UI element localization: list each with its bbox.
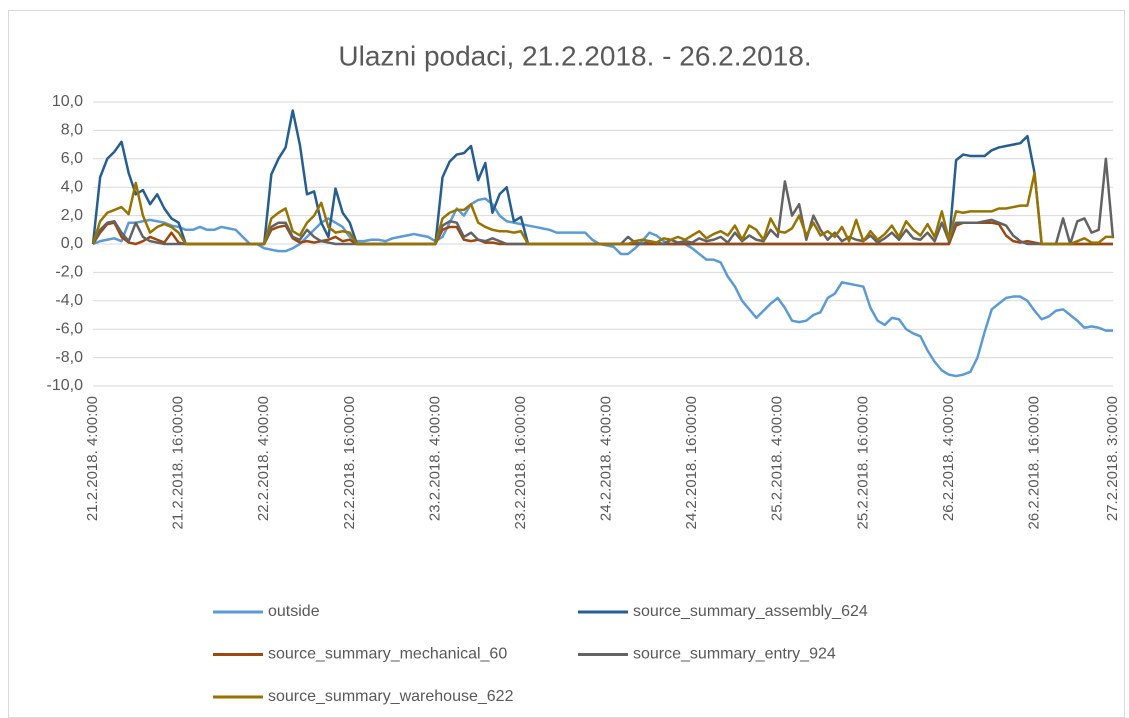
y-tick-label: -6,0	[55, 320, 83, 337]
x-tick-label: 24.2.2018. 16:00:00	[683, 396, 700, 529]
x-tick-label: 25.2.2018. 16:00:00	[854, 396, 871, 529]
chart-title: Ulazni podaci, 21.2.2018. - 26.2.2018.	[338, 40, 811, 71]
x-tick-label: 21.2.2018. 4:00:00	[84, 396, 101, 521]
y-tick-label: -2,0	[55, 264, 83, 281]
y-tick-label: -4,0	[55, 292, 83, 309]
x-tick-label: 21.2.2018. 16:00:00	[170, 396, 187, 529]
x-tick-label: 26.2.2018. 16:00:00	[1026, 396, 1043, 529]
y-tick-label: 10,0	[52, 93, 83, 110]
x-tick-label: 24.2.2018. 4:00:00	[598, 396, 615, 521]
y-tick-label: 4,0	[61, 178, 83, 195]
x-tick-label: 23.2.2018. 16:00:00	[512, 396, 529, 529]
legend-label: source_summary_entry_924	[633, 646, 836, 663]
x-tick-label: 23.2.2018. 4:00:00	[426, 396, 443, 521]
y-tick-label: 8,0	[61, 122, 83, 139]
x-tick-label: 25.2.2018. 4:00:00	[769, 396, 786, 521]
y-tick-label: 2,0	[61, 207, 83, 224]
legend-label: source_summary_mechanical_60	[268, 646, 507, 663]
y-tick-label: 6,0	[61, 150, 83, 167]
legend-label: outside	[268, 603, 320, 620]
x-tick-label: 22.2.2018. 16:00:00	[341, 396, 358, 529]
legend-label: source_summary_assembly_624	[633, 603, 868, 620]
legend-label: source_summary_warehouse_622	[268, 688, 514, 705]
x-tick-label: 22.2.2018. 4:00:00	[255, 396, 272, 521]
chart-frame	[8, 10, 1125, 718]
x-tick-label: 26.2.2018. 4:00:00	[940, 396, 957, 521]
y-tick-label: -8,0	[55, 349, 83, 366]
y-tick-label: 0,0	[61, 235, 83, 252]
y-tick-label: -10,0	[47, 377, 84, 394]
x-tick-label: 27.2.2018. 3:00:00	[1104, 396, 1121, 521]
series-line	[91, 171, 1113, 246]
